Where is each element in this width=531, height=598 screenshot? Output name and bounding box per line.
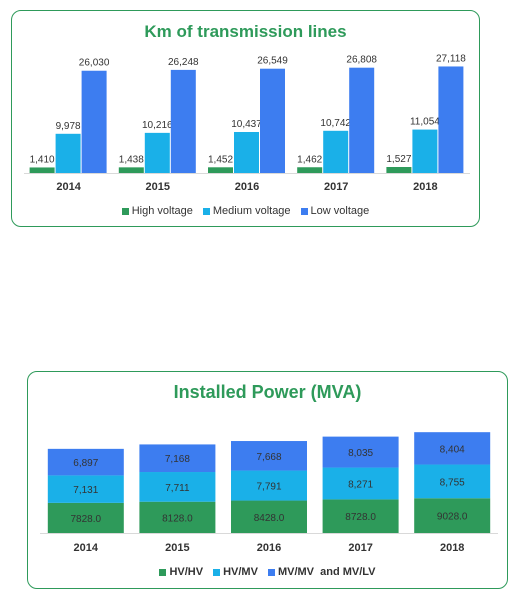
legend-label: MV/MV and MV/LV [277, 566, 376, 578]
bar-segment-hv-mv-2014 [47, 475, 124, 503]
bar-segment-hv-mv-2018 [414, 464, 491, 499]
data-label: 7,131 [73, 485, 98, 496]
legend-swatch-hv-hv [159, 568, 167, 576]
data-label: 26,030 [79, 58, 110, 69]
legend-swatch-medium-voltage [202, 207, 210, 215]
data-label: 27,118 [436, 53, 466, 64]
data-label: 7,711 [165, 483, 190, 494]
x-tick-label: 2017 [348, 542, 372, 554]
legend-item-hv-mv: HV/MV [213, 566, 258, 578]
data-label: 9028.0 [437, 512, 468, 523]
data-label: 11,054 [410, 117, 440, 128]
bar-segment-mv-mv-and-mv-lv-2016 [231, 441, 307, 471]
data-label: 10,216 [142, 120, 173, 131]
data-label: 1,452 [208, 154, 233, 165]
bar-medium-voltage-2017 [323, 130, 349, 173]
bar-high-voltage-2014 [29, 167, 55, 173]
legend-item-mv-mv-lv: MV/MV and MV/LV [267, 566, 376, 578]
bar-low-voltage-2018 [438, 66, 464, 173]
installed-power-chart-panel: Installed Power (MVA) 7828.0 7,131 6,897 20… [27, 371, 508, 589]
bar-segment-mv-mv-and-mv-lv-2018 [414, 432, 491, 465]
chart-title: Km of transmission lines [144, 22, 347, 41]
data-label: 10,742 [320, 118, 351, 129]
bar-segment-hv-hv-2014 [47, 502, 124, 533]
bar-segment-mv-mv-and-mv-lv-2014 [47, 448, 124, 476]
x-tick-label: 2018 [440, 542, 464, 554]
data-label: 7,668 [256, 452, 281, 463]
legend-swatch-mv-mv-lv [267, 568, 275, 576]
bar-medium-voltage-2018 [412, 129, 438, 173]
bar-high-voltage-2015 [118, 167, 144, 173]
data-label: 26,808 [346, 55, 377, 66]
bar-high-voltage-2017 [297, 167, 323, 173]
data-label: 8,035 [348, 448, 373, 459]
x-tick-label: 2016 [235, 181, 259, 193]
data-label: 10,437 [231, 119, 262, 130]
legend-item-hv-hv: HV/HV [159, 566, 203, 578]
x-tick-label: 2017 [324, 181, 348, 193]
data-label: 8428.0 [254, 513, 285, 524]
bar-segment-hv-hv-2017 [322, 499, 399, 533]
data-label: 6,897 [73, 458, 98, 469]
data-label: 1,462 [297, 154, 322, 165]
legend-swatch-low-voltage [300, 207, 308, 215]
legend-item-medium-voltage: Medium voltage [202, 205, 291, 217]
data-label: 7,791 [256, 482, 281, 493]
legend-item-low-voltage: Low voltage [300, 205, 370, 217]
data-label: 9,978 [56, 121, 81, 132]
bar-segment-hv-hv-2016 [231, 500, 307, 533]
data-label: 1,527 [386, 154, 411, 165]
legend-swatch-hv-mv [213, 568, 221, 576]
chart-legend: High voltage Medium voltage Low voltage [12, 205, 479, 217]
data-label: 7,168 [165, 454, 190, 465]
chart-legend: HV/HV HV/MV MV/MV and MV/LV [28, 566, 507, 578]
installed-power-chart: 7828.0 7,131 6,897 2014 8128.0 7,711 7,168 2015… [40, 432, 498, 554]
transmission-lines-chart: 1,410 9,978 26,030 2014 1,438 10,216 26,248 201… [24, 53, 470, 193]
transmission-lines-chart-panel: Km of transmission lines 1,410 9,978 26,03… [11, 10, 480, 227]
legend-label: High voltage [131, 205, 193, 217]
bar-low-voltage-2014 [81, 70, 107, 173]
legend-label: HV/HV [169, 566, 204, 578]
bar-segment-hv-mv-2017 [322, 467, 399, 500]
legend-label: Low voltage [310, 205, 370, 217]
data-label: 26,248 [168, 57, 199, 68]
x-tick-label: 2016 [257, 542, 281, 554]
x-tick-label: 2014 [74, 542, 99, 554]
data-label: 8728.0 [345, 512, 376, 523]
bar-high-voltage-2018 [386, 167, 412, 173]
x-tick-label: 2018 [413, 181, 437, 193]
bar-medium-voltage-2015 [144, 132, 170, 173]
data-label: 7828.0 [71, 514, 102, 525]
legend-item-high-voltage: High voltage [121, 205, 193, 217]
bar-segment-hv-mv-2016 [231, 470, 307, 501]
bar-segment-mv-mv-and-mv-lv-2017 [322, 436, 399, 468]
bar-low-voltage-2016 [260, 68, 285, 173]
x-tick-label: 2015 [146, 181, 170, 193]
legend-label: HV/MV [223, 566, 258, 578]
data-label: 8,271 [348, 479, 373, 490]
bar-medium-voltage-2016 [234, 131, 259, 173]
legend-swatch-high-voltage [121, 207, 129, 215]
bar-segment-hv-hv-2018 [414, 498, 491, 533]
data-label: 26,549 [257, 56, 288, 67]
bar-segment-hv-hv-2015 [139, 501, 216, 533]
data-label: 8,755 [440, 477, 465, 488]
chart-title: Installed Power (MVA) [173, 382, 362, 402]
bar-medium-voltage-2014 [55, 133, 81, 173]
bar-high-voltage-2016 [208, 167, 233, 173]
bar-segment-mv-mv-and-mv-lv-2015 [139, 444, 216, 473]
data-label: 8128.0 [162, 513, 193, 524]
legend-label: Medium voltage [212, 205, 291, 217]
data-label: 1,410 [30, 154, 55, 165]
x-tick-label: 2015 [165, 542, 189, 554]
bar-low-voltage-2015 [170, 69, 196, 173]
bar-low-voltage-2017 [349, 67, 375, 173]
bar-segment-hv-mv-2015 [139, 472, 216, 502]
data-label: 1,438 [119, 154, 144, 165]
x-tick-label: 2014 [56, 181, 81, 193]
data-label: 8,404 [440, 444, 465, 455]
